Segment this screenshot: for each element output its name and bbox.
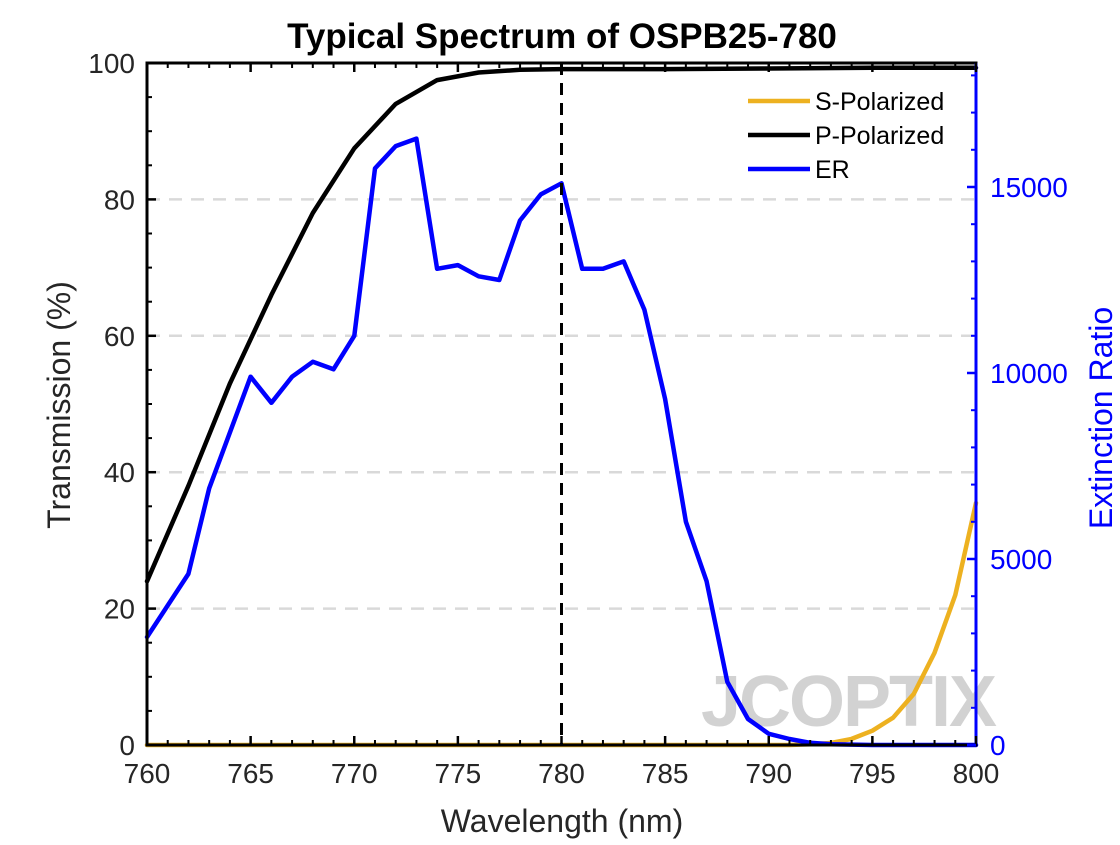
axes: 760 765 770 775 780 785 790 795 8000204060801000…	[88, 48, 1068, 789]
y-tick-label-right: 5000	[990, 544, 1052, 575]
y-tick-label-left: 60	[104, 321, 135, 352]
x-tick-label: 785	[642, 758, 689, 789]
x-tick-label: 780	[538, 758, 585, 789]
x-tick-label: 800	[953, 758, 1000, 789]
y-tick-label-right: 0	[990, 730, 1006, 761]
y-tick-label-left: 40	[104, 457, 135, 488]
series-line-er	[144, 136, 979, 748]
y-axis-label-left: Transmission (%)	[41, 281, 77, 529]
y-tick-label-left: 20	[104, 594, 135, 625]
grid-lines	[147, 198, 976, 610]
x-tick-label: 775	[435, 758, 482, 789]
y-tick-label-left: 100	[88, 48, 135, 79]
x-tick-label: 790	[745, 758, 792, 789]
x-tick-label: 765	[227, 758, 274, 789]
watermark-text: JCOPTIX	[701, 662, 997, 742]
y-tick-label-right: 10000	[990, 358, 1068, 389]
y-axis-label-right: Extinction Ratio	[1083, 307, 1119, 529]
series-line-p-polarized	[144, 65, 979, 584]
chart-title: Typical Spectrum of OSPB25-780	[287, 17, 837, 56]
legend-label: P-Polarized	[815, 122, 944, 150]
y-tick-label-left: 0	[119, 730, 135, 761]
legend: S-Polarized P-Polarized ER	[748, 88, 944, 184]
x-tick-label: 795	[849, 758, 896, 789]
legend-label: S-Polarized	[815, 88, 944, 116]
x-axis-label: Wavelength (nm)	[441, 803, 683, 839]
y-tick-label-right: 15000	[990, 172, 1068, 203]
x-tick-label: 760	[124, 758, 171, 789]
legend-label: ER	[815, 156, 850, 184]
x-tick-label: 770	[331, 758, 378, 789]
y-tick-label-left: 80	[104, 184, 135, 215]
